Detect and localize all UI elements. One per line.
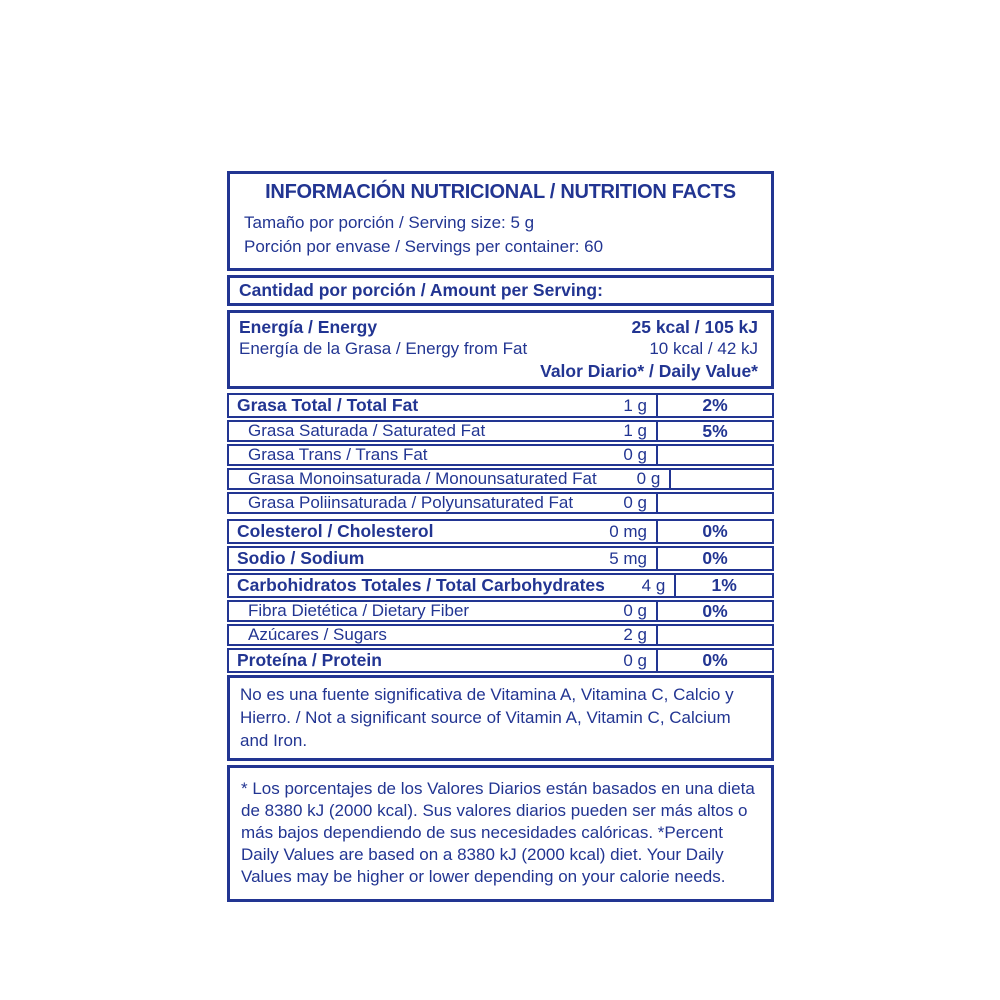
nutrient-daily-value: 0% xyxy=(656,601,772,621)
daily-values-footnote-text: * Los porcentajes de los Valores Diarios… xyxy=(241,779,755,886)
nutrient-row-saturated-fat: Grasa Saturada / Saturated Fat 1 g 5% xyxy=(227,420,774,442)
daily-value-header-row: Valor Diario* / Daily Value* xyxy=(239,360,758,382)
daily-values-footnote-section: * Los porcentajes de los Valores Diarios… xyxy=(227,765,774,902)
nutrient-label: Carbohidratos Totales / Total Carbohydra… xyxy=(237,575,605,595)
energy-value: 25 kcal / 105 kJ xyxy=(631,317,759,337)
nutrient-amount: 2 g xyxy=(623,625,647,644)
energy-row: Energía / Energy 25 kcal / 105 kJ xyxy=(239,316,758,338)
nutrient-daily-value: 1% xyxy=(674,575,772,596)
nutrient-label: Grasa Saturada / Saturated Fat xyxy=(248,421,486,440)
nutrient-label: Azúcares / Sugars xyxy=(248,625,387,644)
nutrient-amount: 0 g xyxy=(623,650,647,670)
nutrient-label: Proteína / Protein xyxy=(237,650,382,670)
nutrient-amount: 0 mg xyxy=(609,521,647,541)
nutrient-row-sodium: Sodio / Sodium 5 mg 0% xyxy=(227,546,774,571)
energy-label: Energía / Energy xyxy=(239,317,378,337)
nutrient-label: Grasa Poliinsaturada / Polyunsaturated F… xyxy=(248,493,574,512)
nutrient-amount: 5 mg xyxy=(609,548,647,568)
nutrient-amount: 0 g xyxy=(623,493,647,512)
nutrient-daily-value: 0% xyxy=(656,650,772,671)
energy-section: Energía / Energy 25 kcal / 105 kJ Energí… xyxy=(227,310,774,389)
nutrient-row-dietary-fiber: Fibra Dietética / Dietary Fiber 0 g 0% xyxy=(227,600,774,622)
nutrient-daily-value: 5% xyxy=(656,421,772,441)
nutrient-row-trans-fat: Grasa Trans / Trans Fat 0 g xyxy=(227,444,774,466)
nutrient-label: Fibra Dietética / Dietary Fiber xyxy=(248,601,470,620)
amount-per-serving-header: Cantidad por porción / Amount per Servin… xyxy=(227,275,774,306)
amount-per-serving-label: Cantidad por porción / Amount per Servin… xyxy=(239,280,603,300)
energy-from-fat-value: 10 kcal / 42 kJ xyxy=(649,339,758,358)
nutrient-daily-value xyxy=(669,470,772,488)
nutrient-daily-value xyxy=(656,626,772,644)
serving-size-line: Tamaño por porción / Serving size: 5 g xyxy=(244,213,535,232)
nutrient-daily-value xyxy=(656,446,772,464)
nutrient-row-cholesterol: Colesterol / Cholesterol 0 mg 0% xyxy=(227,519,774,544)
nutrient-label: Colesterol / Cholesterol xyxy=(237,521,434,541)
energy-from-fat-label: Energía de la Grasa / Energy from Fat xyxy=(239,339,528,358)
nutrient-label: Grasa Trans / Trans Fat xyxy=(248,445,428,464)
label-title: INFORMACIÓN NUTRICIONAL / NUTRITION FACT… xyxy=(265,181,736,203)
label-header-section: INFORMACIÓN NUTRICIONAL / NUTRITION FACT… xyxy=(227,171,774,271)
daily-value-header: Valor Diario* / Daily Value* xyxy=(540,361,758,381)
vitamins-note-section: No es una fuente significativa de Vitami… xyxy=(227,675,774,761)
nutrient-amount: 0 g xyxy=(623,601,647,620)
energy-from-fat-row: Energía de la Grasa / Energy from Fat 10… xyxy=(239,338,758,360)
nutrient-amount: 1 g xyxy=(623,421,647,440)
nutrient-daily-value: 0% xyxy=(656,521,772,542)
vitamins-note-text: No es una fuente significativa de Vitami… xyxy=(240,685,734,750)
nutrient-amount: 1 g xyxy=(623,395,647,415)
nutrient-daily-value: 0% xyxy=(656,548,772,569)
nutrient-row-polyunsaturated-fat: Grasa Poliinsaturada / Polyunsaturated F… xyxy=(227,492,774,514)
nutrient-amount: 0 g xyxy=(636,469,661,488)
nutrient-daily-value: 2% xyxy=(656,395,772,416)
nutrient-row-sugars: Azúcares / Sugars 2 g xyxy=(227,624,774,646)
nutrient-row-total-carbohydrates: Carbohidratos Totales / Total Carbohydra… xyxy=(227,573,774,598)
nutrient-row-protein: Proteína / Protein 0 g 0% xyxy=(227,648,774,673)
nutrient-amount: 0 g xyxy=(623,445,647,464)
nutrient-row-total-fat: Grasa Total / Total Fat 1 g 2% xyxy=(227,393,774,418)
servings-per-container-line: Porción por envase / Servings per contai… xyxy=(244,237,604,256)
nutrient-daily-value xyxy=(656,494,772,512)
nutrient-label: Sodio / Sodium xyxy=(237,548,365,568)
nutrient-amount: 4 g xyxy=(641,575,666,595)
nutrient-row-monounsaturated-fat: Grasa Monoinsaturada / Monounsaturated F… xyxy=(227,468,774,490)
nutrient-label: Grasa Monoinsaturada / Monounsaturated F… xyxy=(248,469,597,488)
nutrient-label: Grasa Total / Total Fat xyxy=(237,395,419,415)
nutrition-facts-label: INFORMACIÓN NUTRICIONAL / NUTRITION FACT… xyxy=(227,171,774,906)
